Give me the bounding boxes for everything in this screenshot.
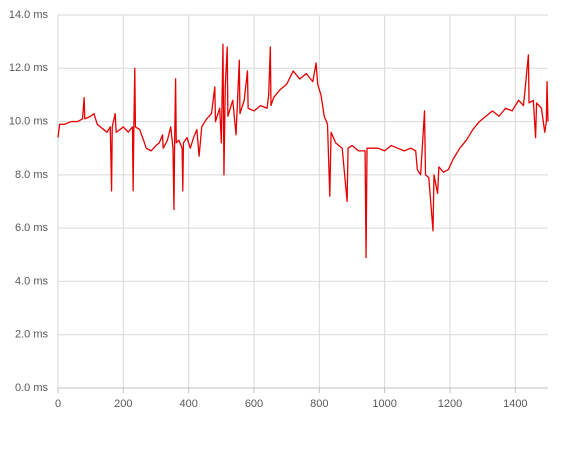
data-line [57,43,549,259]
y-tick-label: 12.0 ms [9,62,49,74]
x-tick-label: 1400 [503,398,527,410]
y-tick-label: 8.0 ms [15,169,49,181]
x-tick-label: 0 [55,398,61,410]
y-tick-label: 10.0 ms [9,115,49,127]
y-tick-label: 6.0 ms [15,222,49,234]
y-tick-label: 0.0 ms [15,382,49,394]
x-tick-label: 1200 [438,398,462,410]
x-tick-label: 600 [245,398,263,410]
x-tick-label: 1000 [372,398,396,410]
x-tick-label: 800 [310,398,328,410]
x-tick-label: 200 [114,398,132,410]
y-tick-label: 2.0 ms [15,329,49,341]
x-tick-label: 400 [179,398,197,410]
y-tick-label: 14.0 ms [9,9,49,21]
y-tick-label: 4.0 ms [15,275,49,287]
